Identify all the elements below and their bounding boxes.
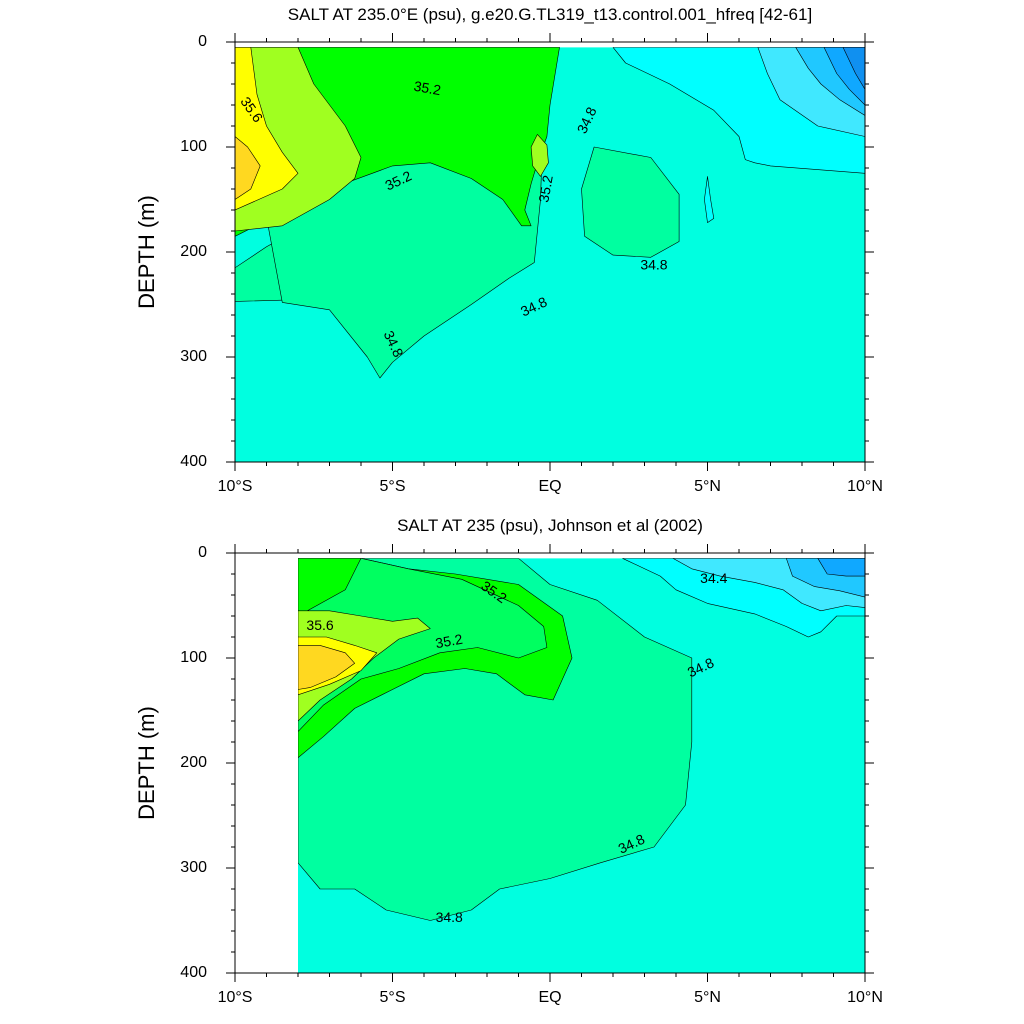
- contour-field: [235, 47, 865, 462]
- chart-title: SALT AT 235 (psu), Johnson et al (2002): [397, 516, 703, 535]
- x-tick-label: 10°S: [218, 989, 253, 1006]
- salinity-35.4-equatorial-bulge: [530, 134, 549, 177]
- y-tick-label: 400: [180, 453, 207, 470]
- contour-label: 35.6: [306, 617, 333, 633]
- y-tick-label: 100: [180, 649, 207, 666]
- contour-label: 35.2: [413, 78, 443, 99]
- y-tick-label: 100: [180, 138, 207, 155]
- x-tick-label: EQ: [538, 989, 561, 1006]
- panel-2: 35.635.235.234.434.834.834.810°S 5°S EQ 5°N…: [134, 516, 883, 1006]
- contour-label: 34.8: [436, 909, 463, 925]
- y-axis-label: DEPTH (m): [134, 706, 159, 820]
- x-tick-label: 10°N: [847, 989, 883, 1006]
- salinity-34.8-pocket: [704, 176, 715, 223]
- x-tick-label: EQ: [538, 478, 561, 495]
- salinity-35.4-35.6-band: [298, 558, 548, 732]
- y-tick-label: 200: [180, 754, 207, 771]
- x-tick-label: 5°S: [380, 478, 406, 495]
- contour-label: 35.2: [535, 174, 556, 204]
- contour-label: 35.2: [434, 631, 464, 652]
- salinity-below-34.0-core: [842, 47, 865, 90]
- x-tick-label: 5°N: [694, 478, 721, 495]
- y-tick-label: 400: [180, 964, 207, 981]
- y-tick-label: 300: [180, 859, 207, 876]
- salinity-35.8-core: [235, 136, 261, 200]
- x-tick-label: 10°S: [218, 478, 253, 495]
- y-tick-label: 0: [198, 33, 207, 50]
- panel-1: 35.635.235.2 35.234.834.834.834.810°S 5°S E…: [134, 5, 883, 495]
- y-tick-label: 0: [198, 544, 207, 561]
- salinity-34.0-34.2-band: [817, 558, 865, 577]
- salinity-36.0-core: [298, 645, 356, 690]
- x-tick-label: 5°S: [380, 989, 406, 1006]
- y-axis-label: DEPTH (m): [134, 195, 159, 309]
- contour-label: 34.8: [640, 256, 667, 272]
- y-tick-label: 300: [180, 348, 207, 365]
- x-tick-label: 5°N: [694, 989, 721, 1006]
- y-tick-label: 200: [180, 243, 207, 260]
- contour-field: [298, 558, 865, 973]
- contour-label: 34.4: [700, 570, 727, 586]
- x-tick-label: 10°N: [847, 478, 883, 495]
- chart-title: SALT AT 235.0°E (psu), g.e20.G.TL319_t13…: [288, 5, 812, 24]
- salinity-35.0-eastern-blob: [581, 146, 680, 258]
